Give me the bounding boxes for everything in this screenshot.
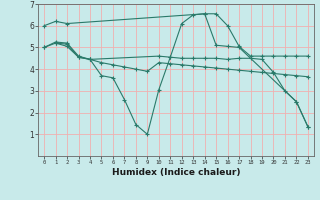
- X-axis label: Humidex (Indice chaleur): Humidex (Indice chaleur): [112, 168, 240, 177]
